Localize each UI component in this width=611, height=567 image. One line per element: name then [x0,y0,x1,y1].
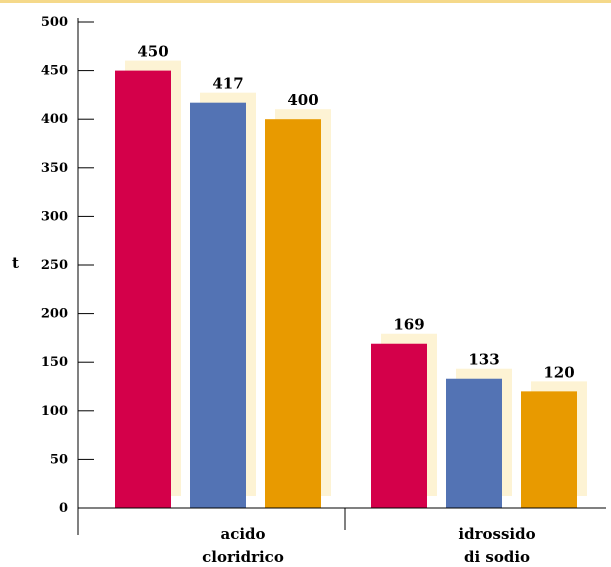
data-label: 169 [393,316,424,334]
bar [265,119,321,508]
y-tick-label: 450 [41,64,68,79]
bar [115,70,171,508]
y-tick-label: 50 [50,452,68,467]
y-tick-label: 500 [41,15,68,30]
data-label: 417 [212,75,243,93]
y-tick-label: 350 [41,161,68,176]
bars [115,70,577,509]
data-labels: 450 417 400 169 133 120 [137,43,574,382]
data-label: 400 [287,91,318,109]
category-label: cloridrico [202,548,284,566]
category-label: idrossido [458,525,535,543]
y-ticks: 0 50 100 150 200 250 300 350 400 450 500 [41,15,94,516]
bar [521,391,577,508]
category-labels: acido cloridrico idrossido di sodio [202,525,535,566]
data-label: 133 [468,351,499,369]
y-tick-label: 0 [59,501,68,516]
y-tick-label: 150 [41,355,68,370]
bar [446,378,502,508]
y-axis-label: t [12,254,19,272]
data-label: 120 [543,363,574,381]
y-tick-label: 250 [41,258,68,273]
y-tick-label: 300 [41,209,68,224]
y-tick-label: 200 [41,307,68,322]
category-label: acido [220,525,265,543]
data-label: 450 [137,43,168,61]
y-tick-label: 100 [41,404,68,419]
bar [190,102,246,509]
category-label: di sodio [464,548,530,566]
axes [77,18,606,535]
bar [371,343,427,508]
y-tick-label: 400 [41,112,68,127]
